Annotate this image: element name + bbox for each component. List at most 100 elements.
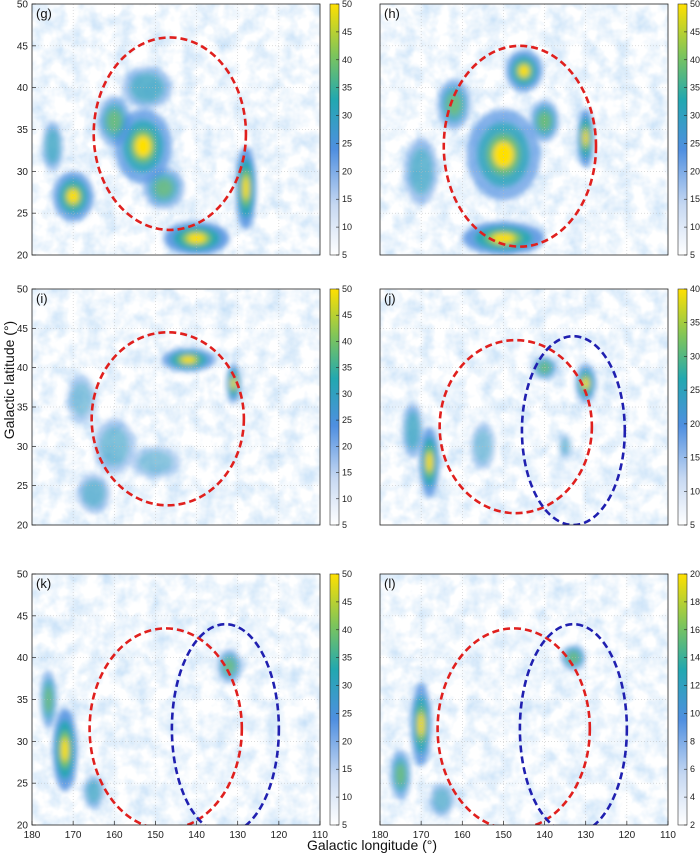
panel-l: 180 170 160 150 140 130 120 110 (l) 2 4 6 8 10 12 14 16 1… [372,569,700,841]
colorbar-tick-label: 25 [690,385,700,395]
colorbar-tick-label: 35 [342,363,352,373]
grid [380,574,668,825]
colorbar-tick-label: 50 [342,284,352,294]
colorbar-tick-label: 6 [690,764,695,774]
colorbar-tick-label: 5 [690,250,695,260]
x-tick-label: 120 [271,830,288,841]
colorbar-tick-label: 25 [690,138,700,148]
emission-region [561,645,586,671]
x-tick-label: 110 [660,830,676,841]
emission-region [437,79,471,130]
colorbar-tick-label: 40 [690,55,700,65]
y-tick-label: 25 [17,209,29,220]
colorbar-tick-label: 25 [342,415,352,425]
x-tick-label: 180 [24,830,41,841]
panel-label: (g) [36,6,52,21]
x-tick-label: 170 [65,830,82,841]
panel-label: (i) [36,291,48,306]
x-tick-label: 160 [454,830,471,841]
colorbar: 2 4 6 8 10 12 14 16 18 20 [677,569,700,830]
colorbar-tick-label: 45 [342,310,352,320]
colorbar-tick-label: 10 [342,494,352,504]
red-dashed-ellipse [438,338,594,515]
emission-region [226,363,241,404]
emission-region [66,375,96,423]
blue-dashed-ellipse [518,622,629,825]
emission-region [83,774,104,809]
red-dashed-ellipse [92,36,248,232]
panel-label: (l) [384,576,396,591]
emission-region [217,649,242,683]
y-tick-label: 25 [17,779,29,790]
y-tick-label: 35 [17,125,29,136]
blue-dashed-ellipse [520,334,627,525]
colorbar-tick-label: 10 [342,222,352,232]
grid [32,289,320,525]
emission-region [429,783,455,817]
colorbar-tick-label: 50 [690,0,700,9]
y-tick-label: 20 [17,251,29,262]
colorbar-tick-label: 10 [690,708,700,718]
x-tick-label: 140 [536,830,553,841]
colorbar-tick-label: 40 [342,336,352,346]
emission-region [235,146,257,230]
emission-region [77,473,111,514]
x-tick-label: 130 [229,830,246,841]
panel-label: (k) [36,576,51,591]
y-tick-label: 30 [17,737,29,748]
colorbar-tick-label: 5 [342,250,347,260]
colorbar-tick-label: 45 [690,27,700,37]
emission-region [558,434,572,459]
emission-region [410,682,432,767]
y-tick-label: 35 [17,403,29,414]
colorbar-tick-label: 40 [342,625,352,635]
emission-region [575,363,596,404]
x-tick-label: 160 [106,830,123,841]
colorbar-tick-label: 25 [342,138,352,148]
colorbar-tick-label: 15 [690,194,700,204]
panel-k: 20 25 30 35 40 45 50 180 170 160 150 140 130 120 110 (k… [17,569,352,841]
colorbar-tick-label: 10 [342,792,352,802]
y-axis-label: Galactic latitude (°) [1,321,17,439]
panel-h: (h) 5 10 15 20 25 30 35 40 45 50 [379,0,700,260]
red-dashed-ellipse [442,44,598,248]
x-tick-label: 180 [372,830,389,841]
emission-region [404,137,438,205]
colorbar-tick-label: 10 [690,222,700,232]
emission-region [161,348,216,372]
colorbar-tick-label: 30 [342,681,352,691]
blue-dashed-ellipse [170,622,281,825]
colorbar: 5 10 15 20 25 30 35 40 45 50 [329,284,352,530]
colorbar-tick-label: 25 [342,708,352,718]
emission-region [130,446,181,478]
emission-region [402,403,424,459]
y-tick-label: 45 [17,41,29,52]
colorbar: 5 10 15 20 25 30 35 40 45 50 [329,0,352,260]
colorbar-tick-label: 30 [342,389,352,399]
colorbar-tick-label: 30 [342,111,352,121]
panel-label: (j) [384,291,396,306]
y-tick-label: 50 [17,0,29,11]
colorbar-tick-label: 40 [690,284,700,294]
colorbar-tick-label: 18 [690,597,700,607]
colorbar: 5 10 15 20 25 30 35 40 [677,284,700,530]
colorbar-tick-label: 5 [690,520,695,530]
emission-region [122,66,172,109]
y-tick-label: 50 [17,570,29,581]
colorbar-tick-label: 15 [690,453,700,463]
emission-region [42,121,63,172]
red-dashed-ellipse [436,627,592,825]
grid [32,574,320,825]
emission-region [577,108,594,168]
panels-group: 20253035404550(g)5101520253035404550(h)5… [17,0,700,841]
emission-region [40,670,57,729]
y-tick-label: 35 [17,695,29,706]
panel-label: (h) [384,6,400,21]
plot-frame [379,573,669,826]
x-tick-label: 130 [577,830,594,841]
y-tick-label: 50 [17,285,29,296]
colorbar-tick-label: 40 [342,55,352,65]
red-dashed-ellipse [90,330,246,507]
colorbar-tick-label: 4 [690,792,695,802]
